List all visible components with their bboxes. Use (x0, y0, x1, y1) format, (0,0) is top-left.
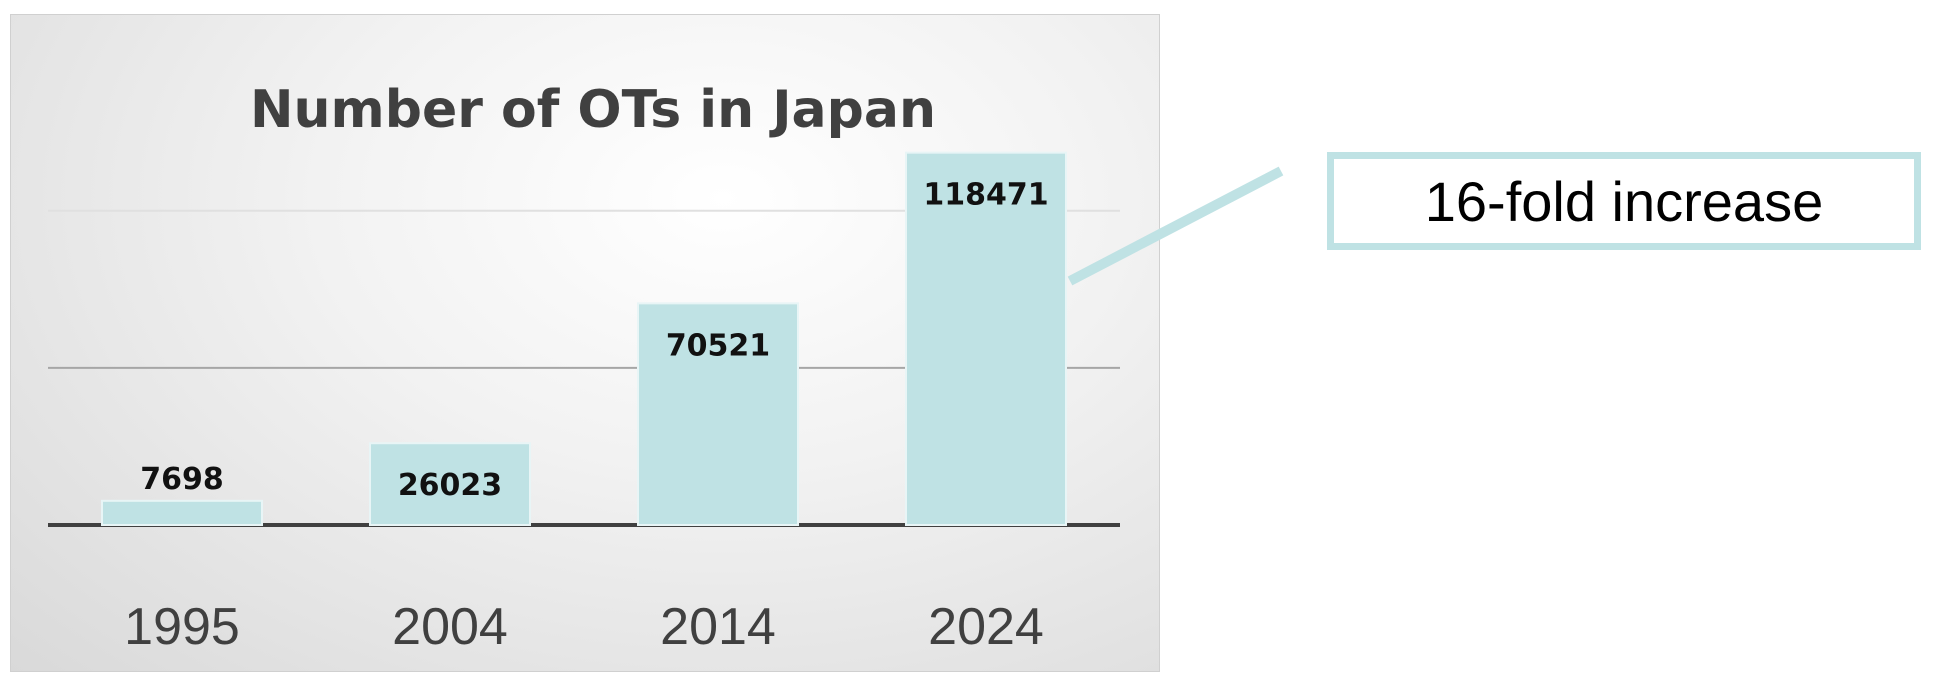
callout-line (1067, 166, 1284, 286)
x-tick-2014: 2014 (660, 598, 776, 656)
bar-2024 (905, 151, 1067, 526)
callout-text: 16-fold increase (1424, 169, 1824, 233)
callout-box: 16-fold increase (1327, 152, 1921, 250)
bar-chart: Number of OTs in Japan 7698 26023 70521 118… (48, 80, 1120, 656)
x-tick-2004: 2004 (392, 598, 508, 656)
bar-2004 (369, 442, 531, 527)
chart-title: Number of OTs in Japan (250, 80, 936, 140)
data-label-2004: 26023 (398, 468, 502, 503)
bar-1995 (101, 499, 263, 526)
data-label-2024: 118471 (923, 178, 1048, 213)
chart-panel: Number of OTs in Japan 7698 26023 70521 118… (10, 14, 1160, 672)
x-tick-2024: 2024 (928, 598, 1044, 656)
bars (101, 151, 1067, 527)
bar-2014 (637, 302, 799, 527)
x-tick-1995: 1995 (124, 598, 240, 656)
data-label-2014: 70521 (666, 328, 770, 363)
data-labels: 7698 26023 70521 118471 (140, 178, 1048, 504)
data-label-1995: 7698 (140, 462, 224, 497)
x-tick-labels: 1995 2004 2014 2024 (124, 598, 1044, 656)
